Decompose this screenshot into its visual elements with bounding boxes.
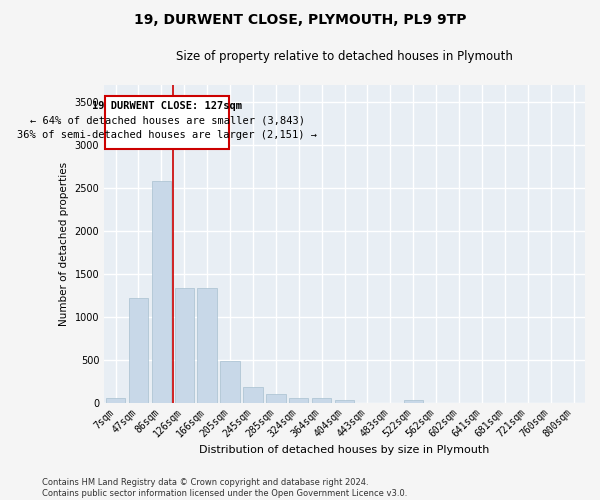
Bar: [312, 398, 331, 402]
Y-axis label: Number of detached properties: Number of detached properties: [59, 162, 69, 326]
Title: Size of property relative to detached houses in Plymouth: Size of property relative to detached ho…: [176, 50, 513, 63]
Text: 19 DURWENT CLOSE: 127sqm: 19 DURWENT CLOSE: 127sqm: [92, 102, 242, 112]
FancyBboxPatch shape: [105, 96, 229, 150]
Bar: [335, 400, 354, 402]
Bar: [152, 181, 171, 402]
Text: ← 64% of detached houses are smaller (3,843): ← 64% of detached houses are smaller (3,…: [29, 116, 305, 126]
Bar: [175, 288, 194, 403]
Bar: [404, 400, 423, 402]
Bar: [197, 288, 217, 403]
Bar: [129, 298, 148, 403]
Bar: [266, 394, 286, 402]
Bar: [220, 360, 240, 403]
Bar: [106, 398, 125, 402]
Bar: [289, 398, 308, 402]
X-axis label: Distribution of detached houses by size in Plymouth: Distribution of detached houses by size …: [199, 445, 490, 455]
Bar: [243, 386, 263, 402]
Text: 36% of semi-detached houses are larger (2,151) →: 36% of semi-detached houses are larger (…: [17, 130, 317, 140]
Text: 19, DURWENT CLOSE, PLYMOUTH, PL9 9TP: 19, DURWENT CLOSE, PLYMOUTH, PL9 9TP: [134, 12, 466, 26]
Text: Contains HM Land Registry data © Crown copyright and database right 2024.
Contai: Contains HM Land Registry data © Crown c…: [42, 478, 407, 498]
